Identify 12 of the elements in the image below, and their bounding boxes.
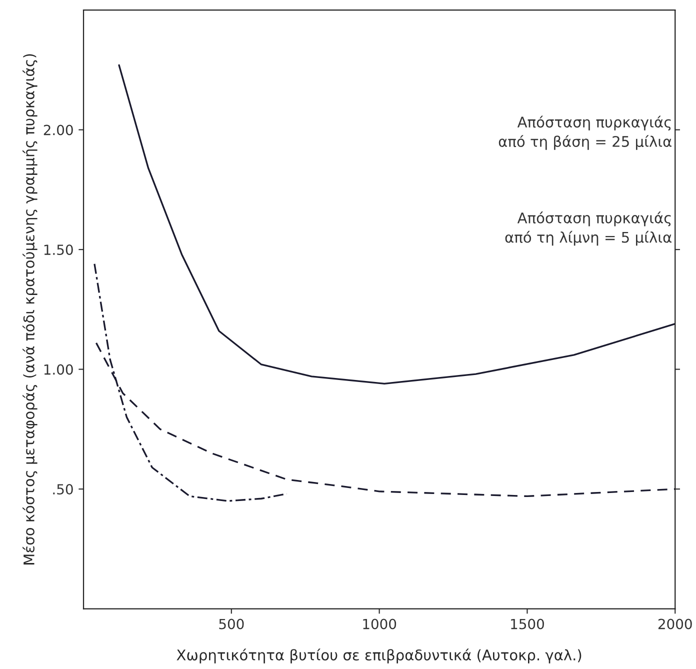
x-tick-label: 1000 bbox=[363, 618, 396, 630]
y-axis-title: Μέσο κόστος μεταφοράς (ανά πόδι κρατούμενης γραμμής πυρκαγιάς) bbox=[22, 54, 38, 564]
annotation: Απόσταση πυρκαγιάς από τη λίμνη = 5 μίλια bbox=[505, 212, 672, 246]
y-tick-label: 1.50 bbox=[44, 244, 73, 256]
x-axis-title: Χωρητικότητα βυτίου σε επιβραδυντικά (Αυτοκρ. γαλ.) bbox=[176, 648, 582, 664]
x-tick-label: 500 bbox=[219, 618, 244, 630]
y-tick-label: 2.00 bbox=[44, 124, 73, 136]
y-tick-label: .50 bbox=[53, 484, 73, 495]
x-tick-label: 2000 bbox=[658, 618, 692, 630]
annotation: Απόσταση πυρκαγιάς από τη βάση = 25 μίλια bbox=[498, 116, 672, 150]
y-tick-label: 1.00 bbox=[44, 364, 73, 375]
x-tick-label: 1500 bbox=[511, 618, 544, 630]
